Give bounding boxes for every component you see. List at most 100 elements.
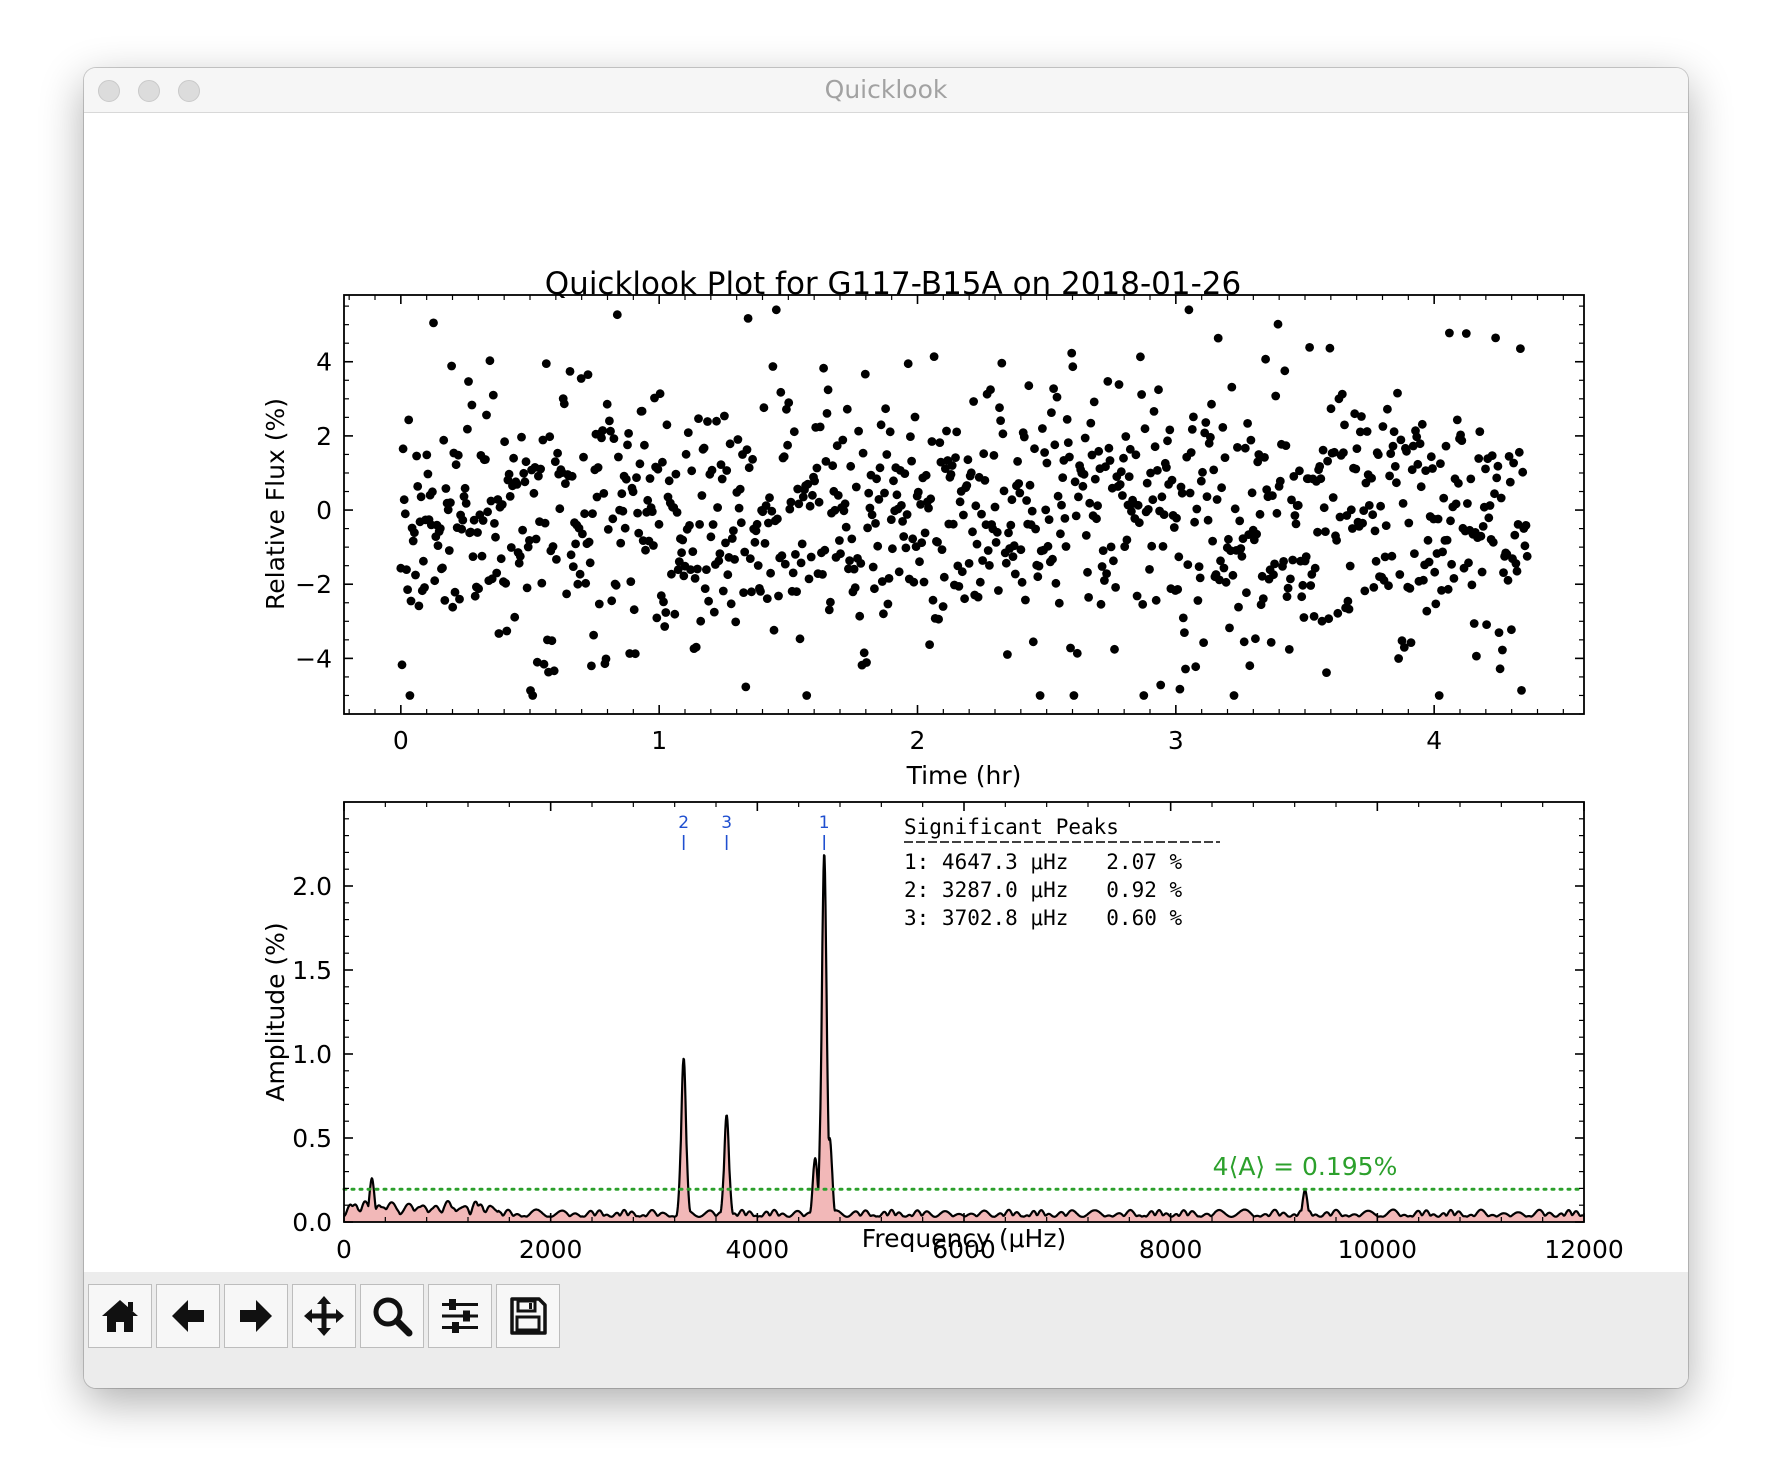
light-curve-point [1351,464,1361,474]
light-curve-point [1437,586,1446,595]
light-curve-point [1191,662,1201,672]
light-curve-point [1319,503,1329,513]
light-curve-point [753,561,763,570]
light-curve-point [1371,556,1381,566]
light-curve-point [1085,498,1095,508]
light-curve-point [647,507,657,516]
light-curve-point [1434,691,1444,700]
light-curve-point [975,577,985,587]
periodogram-axes[interactable]: 4⟨A⟩ = 0.195% 0 2000 4000 6000 8000 10000 1200… [261,801,1624,1264]
title-bar[interactable]: Quicklook [84,68,1688,113]
light-curve-point [699,443,709,453]
light-curve-point [441,484,451,493]
light-curve-point [606,426,615,436]
zoom-window-button[interactable] [178,80,200,102]
light-curve-point [1158,542,1168,551]
light-curve-point [1511,559,1521,568]
light-curve-axes[interactable]: Quicklook Plot for G117-B15A on 2018-01-… [261,266,1585,790]
light-curve-point [1084,593,1093,602]
figure-svg[interactable]: Quicklook Plot for G117-B15A on 2018-01-… [84,113,1688,1272]
light-curve-point [969,397,978,406]
light-curve-point [640,440,649,450]
light-curve-point [1189,412,1198,422]
light-curve-point [1446,516,1455,526]
light-curve-point [607,596,617,606]
pan-button[interactable] [292,1284,356,1348]
close-window-button[interactable] [98,80,120,102]
light-curve-point [915,557,924,567]
home-button[interactable] [88,1284,152,1348]
zoom-button[interactable] [360,1284,424,1348]
minimize-window-button[interactable] [138,80,160,102]
light-curve-point [1262,485,1272,494]
light-curve-point [1030,444,1039,454]
light-curve-point [1504,452,1514,461]
light-curve-point [687,466,697,476]
light-curve-point [1072,648,1082,658]
light-curve-point [1146,468,1155,478]
light-curve-point [1122,535,1132,545]
light-curve-point [771,305,781,315]
light-curve-point [446,498,455,507]
light-curve-point [469,515,479,525]
light-curve-point [1478,522,1488,531]
light-curve-point [531,534,541,544]
light-curve-point [1491,333,1500,343]
light-curve-point [759,403,769,413]
light-curve-point [1192,504,1202,514]
light-curve-point [620,523,630,533]
figure-canvas[interactable]: Quicklook Plot for G117-B15A on 2018-01-… [84,113,1688,1272]
light-curve-point [618,506,628,516]
light-curve-point [1087,450,1097,460]
light-curve-point [783,440,792,450]
light-curve-point [713,503,722,512]
light-curve-point [1521,521,1531,530]
light-curve-point [555,504,565,514]
light-curve-point [948,519,958,529]
light-curve-point [1522,551,1532,561]
light-curve-point [1289,472,1299,481]
light-curve-point [1388,441,1398,451]
light-curve-point [779,452,789,461]
light-curve-point [924,503,933,513]
back-button[interactable] [156,1284,220,1348]
light-curve-point [1006,520,1016,530]
light-curve-point [977,509,986,519]
light-curve-point [934,614,943,624]
light-curve-point [917,538,927,548]
light-curve-point [518,525,527,535]
light-curve-point [776,387,786,397]
light-curve-point [1227,382,1237,392]
light-curve-point [1010,569,1020,579]
light-curve-point [537,578,547,588]
save-button[interactable] [496,1284,560,1348]
light-curve-point [611,580,621,590]
light-curve-point [1279,557,1288,566]
light-curve-point [784,398,794,408]
periodogram-ylabel: Amplitude (%) [261,922,290,1101]
y-tick-label: 0.5 [292,1124,332,1153]
light-curve-point [1297,592,1307,602]
light-curve-point [399,495,409,505]
light-curve-point [1239,637,1249,647]
light-curve-point [951,453,960,462]
light-curve-point [566,550,576,560]
light-curve-point [1196,476,1206,486]
light-curve-point [882,450,892,459]
light-curve-point [1436,459,1445,468]
light-curve-point [1477,567,1487,577]
light-curve-point [1488,537,1498,547]
move-icon [304,1296,344,1336]
light-curve-point [628,487,638,497]
light-curve-point [1467,580,1477,590]
light-curve-point [1423,535,1433,545]
configure-subplots-button[interactable] [428,1284,492,1348]
light-curve-point [1352,444,1362,453]
light-curve-point [700,584,710,593]
light-curve-point [743,314,753,323]
light-curve-point [1410,549,1419,558]
x-tick-label: 4 [1426,726,1442,755]
light-curve-point [1185,488,1195,498]
forward-button[interactable] [224,1284,288,1348]
light-curve-point [1132,591,1142,601]
